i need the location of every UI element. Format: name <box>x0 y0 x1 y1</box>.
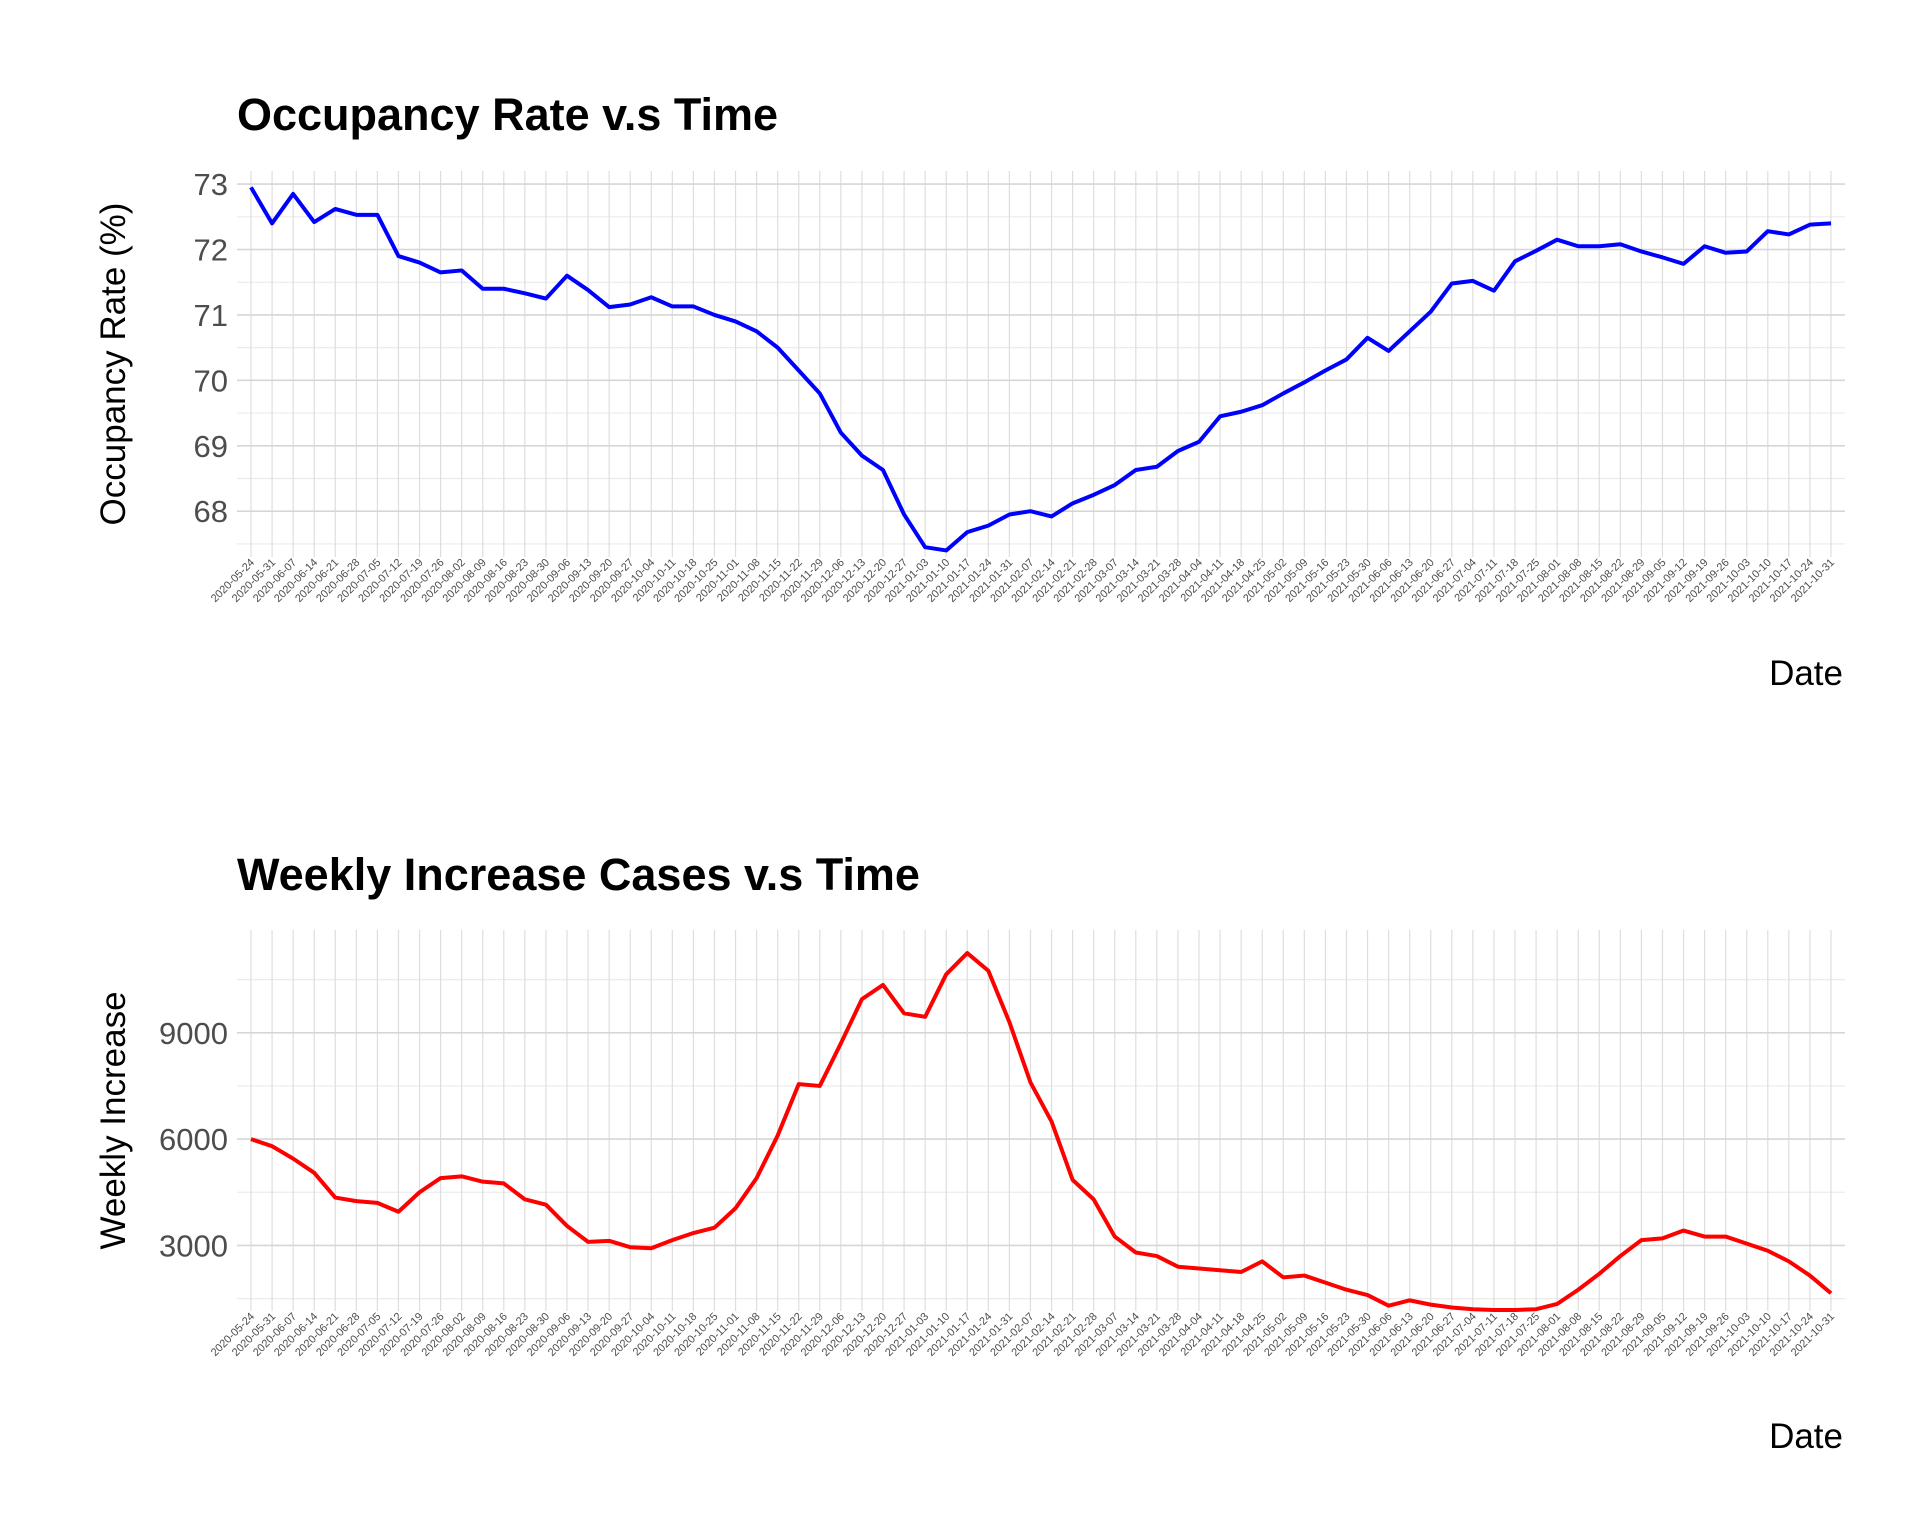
x-axis-label: Date <box>1769 1417 1843 1456</box>
chart-title: Weekly Increase Cases v.s Time <box>237 849 920 900</box>
y-tick-label: 71 <box>194 298 228 333</box>
chart: Occupancy Rate v.s Time6869707172732020-… <box>94 89 1845 693</box>
y-axis-label: Occupancy Rate (%) <box>94 203 133 526</box>
line <box>249 186 1832 553</box>
chart-title: Occupancy Rate v.s Time <box>237 89 778 140</box>
y-tick-label: 9000 <box>159 1016 228 1051</box>
x-axis-label: Date <box>1769 654 1843 693</box>
y-tick-label: 73 <box>194 167 228 202</box>
chart: Weekly Increase Cases v.s Time 3000 6000 90… <box>94 849 1845 1456</box>
y-axis-label: Weekly Increase <box>94 991 133 1249</box>
y-tick-label: 70 <box>194 363 228 398</box>
y-tick-label: 3000 <box>159 1228 228 1263</box>
y-tick-label: 6000 <box>159 1122 228 1157</box>
y-tick-label: 72 <box>194 233 228 268</box>
y-tick-label: 68 <box>194 494 228 529</box>
line <box>250 951 1833 1312</box>
y-tick-label: 69 <box>194 429 228 464</box>
